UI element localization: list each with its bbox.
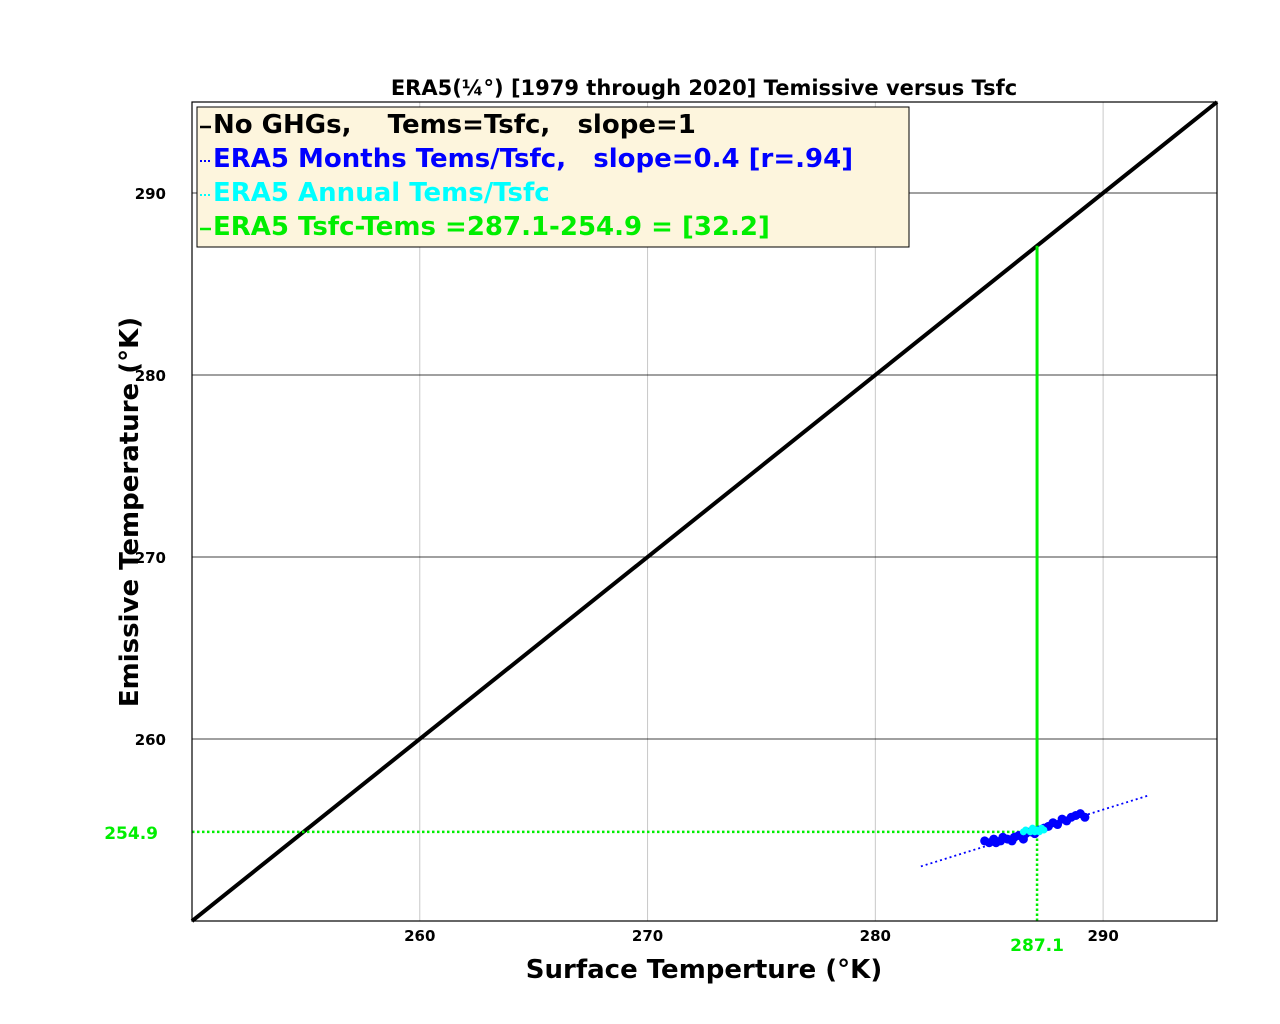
y-tick-label: 260	[135, 731, 166, 749]
x-tick-label: 290	[1087, 927, 1118, 945]
legend-entry-no-ghg: No GHGs, Tems=Tsfc, slope=1	[213, 110, 696, 140]
x-tick-label: 270	[632, 927, 663, 945]
one-to-one-line	[190, 100, 1219, 923]
y-tick-label: 270	[135, 549, 166, 567]
y-reference-label: 254.9	[104, 824, 158, 844]
legend-entry-annual: ERA5 Annual Tems/Tsfc	[213, 178, 550, 208]
x-tick-label: 260	[404, 927, 435, 945]
legend-entry-difference: ERA5 Tsfc-Tems =287.1-254.9 = [32.2]	[213, 212, 770, 242]
monthly-point	[1080, 812, 1090, 822]
tick-labels: 260 270 280 290 260 270 280 290 287.1 254.9	[104, 185, 1119, 956]
series-layer	[190, 100, 1219, 923]
legend-box	[196, 106, 910, 248]
y-axis-label: Emissive Temperature (°K)	[115, 317, 145, 707]
plot-frame	[191, 101, 1218, 922]
annual-point	[1040, 826, 1048, 834]
x-tick-label: 280	[860, 927, 891, 945]
y-tick-label: 280	[135, 367, 166, 385]
legend: No GHGs, Tems=Tsfc, slope=1 ERA5 Months …	[196, 106, 910, 248]
x-axis-label: Surface Temperture (°K)	[526, 955, 882, 985]
y-tick-label: 290	[135, 185, 166, 203]
legend-entry-months: ERA5 Months Tems/Tsfc, slope=0.4 [r=.94]	[213, 144, 853, 174]
chart-title: ERA5(¼°) [1979 through 2020] Temissive v…	[391, 76, 1017, 100]
x-reference-label: 287.1	[1010, 936, 1064, 956]
